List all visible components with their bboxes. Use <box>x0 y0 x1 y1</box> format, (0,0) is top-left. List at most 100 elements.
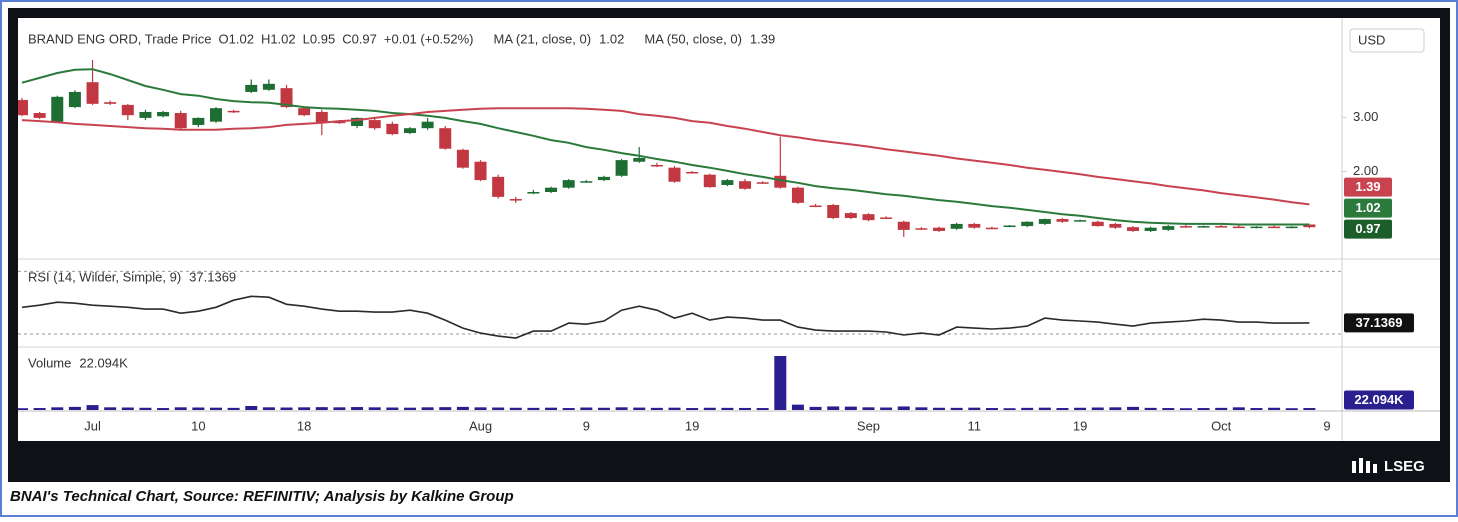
candle-body <box>1003 225 1016 228</box>
candle-body <box>650 164 663 167</box>
volume-bar <box>333 407 346 410</box>
volume-bar <box>1268 407 1281 410</box>
candle-body <box>562 180 575 188</box>
volume-bar <box>915 407 928 410</box>
volume-bar <box>791 404 804 410</box>
candle-body <box>1127 227 1140 231</box>
volume-bar <box>280 407 293 410</box>
logo-text: LSEG <box>1384 458 1425 475</box>
candle-body <box>174 113 187 129</box>
x-tick-label: Sep <box>857 418 880 433</box>
unit-label: USD <box>1358 32 1385 47</box>
volume-bar <box>862 407 875 410</box>
candle-body <box>456 149 469 168</box>
volume-bar <box>509 407 522 410</box>
candle-body <box>1250 226 1263 229</box>
candle-body <box>1179 226 1192 228</box>
logo-mark <box>1352 458 1377 473</box>
ma-legend-name: MA (50, close, 0) <box>644 31 742 46</box>
x-tick-label: 19 <box>1073 418 1087 433</box>
candle-body <box>580 181 593 183</box>
candle-body <box>791 187 804 203</box>
volume-bar <box>1197 408 1210 410</box>
x-tick-label: 9 <box>1323 418 1330 433</box>
volume-bar <box>1038 407 1051 410</box>
volume-bar <box>1215 407 1228 410</box>
candle-body <box>351 117 364 127</box>
candle-body <box>192 117 205 125</box>
x-tick-label: 18 <box>297 418 311 433</box>
candle-body <box>1285 226 1298 229</box>
quote-label: C <box>342 31 351 46</box>
candle-body <box>280 88 293 108</box>
candle-body <box>1215 226 1228 228</box>
rsi-line <box>21 295 1310 339</box>
volume-bar <box>844 406 857 410</box>
candle-body <box>209 108 222 122</box>
candle-body <box>862 214 875 221</box>
candle-body <box>774 175 787 188</box>
x-tick-label: 19 <box>685 418 699 433</box>
axes: Jul 10 18 Aug 9 19 Sep 11 19 Oct 9 2.00 3.00 <box>84 109 1378 434</box>
candle-body <box>1303 224 1316 228</box>
volume-bar <box>985 408 998 410</box>
volume-bar <box>456 406 469 410</box>
value-tag-text: 0.97 <box>1355 221 1380 236</box>
candle-body <box>68 91 81 108</box>
volume-bar <box>809 406 822 410</box>
value-tag <box>1344 219 1392 239</box>
candle-body <box>1021 221 1034 227</box>
candle-body <box>298 108 311 116</box>
volume-bar <box>1091 407 1104 410</box>
value-tag-text: 22.094K <box>1354 392 1404 407</box>
volume-bar <box>1109 407 1122 410</box>
volume-bar <box>403 407 416 410</box>
candle-body <box>474 161 487 181</box>
candle-body <box>1074 220 1087 222</box>
candle-body <box>897 221 910 230</box>
candle-body <box>985 227 998 230</box>
candle-body <box>139 111 152 118</box>
candle-body <box>262 83 275 90</box>
volume-bar <box>650 407 663 410</box>
legend-title: BRAND ENG ORD, Trade Price <box>28 31 212 46</box>
volume-bar <box>1127 406 1140 410</box>
candle-body <box>1144 227 1157 231</box>
rsi-panel <box>18 270 1342 339</box>
value-tag-text: 1.02 <box>1355 200 1380 215</box>
volume-bar <box>351 407 364 410</box>
unit-box <box>1349 28 1425 53</box>
candle-body <box>545 187 558 193</box>
volume-bar <box>474 407 487 410</box>
candle-body <box>950 223 963 229</box>
candle-body <box>597 176 610 181</box>
candle-body <box>633 157 646 162</box>
candle-body <box>386 123 399 135</box>
volume-bar <box>439 407 452 410</box>
volume-bar <box>1021 407 1034 410</box>
volume-bar <box>174 407 187 410</box>
volume-bar <box>686 408 699 410</box>
volume-bar <box>774 356 787 410</box>
moving-average-line <box>21 68 1310 226</box>
candle-body <box>33 113 46 118</box>
quote-value: 0.97 <box>352 31 377 46</box>
quote-change: +0.01 (+0.52%) <box>384 31 474 46</box>
volume-legend-name: Volume <box>28 355 71 370</box>
candle-body <box>403 128 416 134</box>
volume-bar <box>1003 408 1016 410</box>
candle-body <box>668 167 681 182</box>
quote-label: L <box>303 31 310 46</box>
value-tag <box>1344 198 1392 218</box>
chart-area <box>18 18 1440 441</box>
volume-bar <box>615 407 628 410</box>
candle-body <box>1162 226 1175 230</box>
quote-value: 0.95 <box>310 31 335 46</box>
candle-body <box>1197 226 1210 228</box>
volume-bar <box>880 407 893 410</box>
candle-body <box>227 110 240 113</box>
volume-bar <box>33 408 46 410</box>
volume-bar <box>756 408 769 410</box>
candle-body <box>1056 219 1069 222</box>
